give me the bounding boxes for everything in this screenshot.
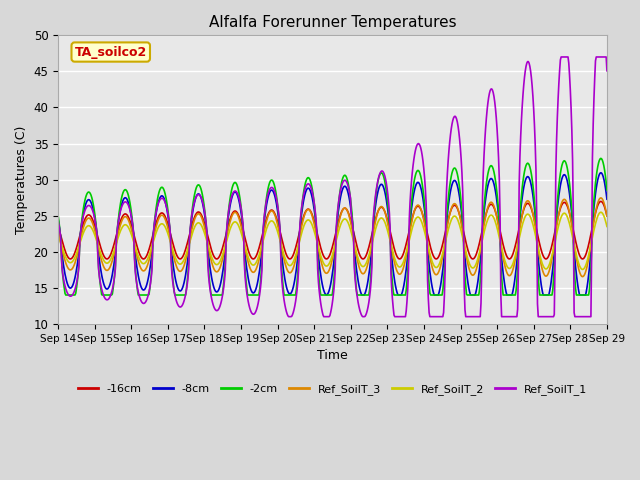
Text: TA_soilco2: TA_soilco2 bbox=[75, 46, 147, 59]
Legend: -16cm, -8cm, -2cm, Ref_SoilT_3, Ref_SoilT_2, Ref_SoilT_1: -16cm, -8cm, -2cm, Ref_SoilT_3, Ref_Soil… bbox=[73, 379, 592, 399]
Y-axis label: Temperatures (C): Temperatures (C) bbox=[15, 125, 28, 234]
X-axis label: Time: Time bbox=[317, 349, 348, 362]
Title: Alfalfa Forerunner Temperatures: Alfalfa Forerunner Temperatures bbox=[209, 15, 456, 30]
